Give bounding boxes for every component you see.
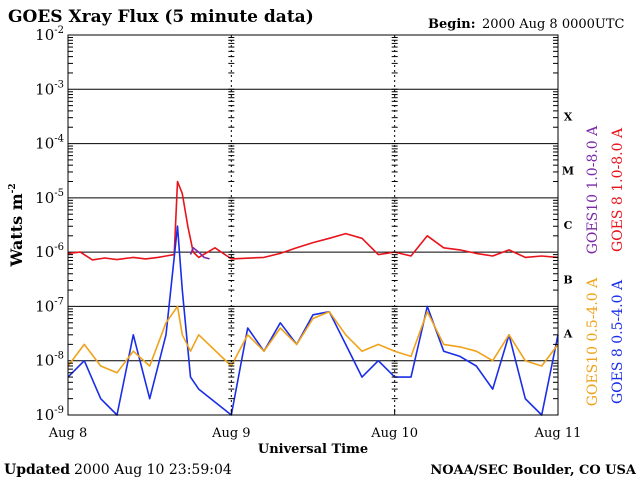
y-tick-label: 10-7 [35, 296, 64, 315]
y-tick-base: 10 [35, 135, 54, 153]
y-tick-label: 10-5 [35, 188, 64, 207]
y-tick-exponent: -6 [54, 242, 64, 253]
flare-class-label: B [563, 273, 572, 286]
legend-layer: GOES10 1.0-8.0 A GOES 8 1.0-8.0 A GOES10 0… [585, 125, 626, 406]
y-tick-base: 10 [35, 189, 54, 207]
series-layer [67, 180, 559, 416]
credit-text: NOAA/SEC Boulder, CO USA [430, 463, 637, 478]
y-axis-label-exponent: -2 [8, 183, 18, 193]
x-tick-label: Aug 10 [370, 426, 418, 441]
y-tick-label: 10-3 [35, 79, 64, 98]
x-tick-label: Aug 8 [48, 426, 88, 441]
legend-entry-3: GOES10 0.5-4.0 A [585, 277, 601, 406]
updated-value: 2000 Aug 10 23:59:04 [74, 462, 232, 478]
y-tick-base: 10 [35, 26, 54, 44]
y-axis-label-text: Watts m [7, 193, 26, 267]
y-tick-exponent: -9 [54, 405, 64, 416]
y-tick-label: 10-2 [35, 25, 64, 44]
series-line-1 [189, 247, 210, 260]
legend-entry-0: GOES 8 1.0-8.0 A [610, 127, 626, 252]
series-line-3 [67, 305, 559, 374]
y-tick-label: 10-9 [35, 405, 64, 424]
y-tick-exponent: -7 [54, 296, 64, 307]
flare-class-label: X [564, 110, 573, 123]
begin-value: 2000 Aug 8 0000UTC [482, 17, 625, 32]
y-axis-label: Watts m-2 [7, 183, 26, 267]
y-tick-exponent: -2 [54, 25, 64, 36]
x-tick-label: Aug 11 [534, 426, 582, 441]
flare-class-label: A [563, 328, 573, 341]
legend-entry-1: GOES10 1.0-8.0 A [585, 125, 601, 254]
series-line-2 [67, 225, 559, 416]
series-line-0 [67, 180, 559, 261]
y-tick-label: 10-6 [35, 242, 64, 261]
y-tick-label: 10-8 [35, 351, 64, 370]
y-tick-base: 10 [35, 80, 54, 98]
y-tick-base: 10 [35, 243, 54, 261]
y-tick-base: 10 [35, 406, 54, 424]
legend-entry-2: GOES 8 0.5-4.0 A [610, 279, 626, 404]
y-tick-base: 10 [35, 297, 54, 315]
ticks-layer [67, 36, 559, 416]
updated-label: Updated [4, 462, 70, 478]
flare-class-label: M [562, 165, 574, 178]
y-axis-label-group: Watts m-2 [7, 183, 26, 267]
y-tick-exponent: -4 [54, 134, 64, 145]
y-tick-exponent: -5 [54, 188, 64, 199]
grid-layer [68, 34, 558, 416]
y-tick-base: 10 [35, 352, 54, 370]
y-tick-exponent: -8 [54, 351, 64, 362]
chart-title: GOES Xray Flux (5 minute data) [8, 7, 314, 27]
flare-class-label: C [564, 219, 573, 232]
plot-frame [67, 34, 559, 416]
y-tick-exponent: -3 [54, 79, 64, 90]
begin-label: Begin: [428, 17, 476, 32]
y-tick-label: 10-4 [35, 134, 64, 153]
x-axis-label: Universal Time [258, 442, 368, 457]
x-tick-label: Aug 9 [211, 426, 251, 441]
